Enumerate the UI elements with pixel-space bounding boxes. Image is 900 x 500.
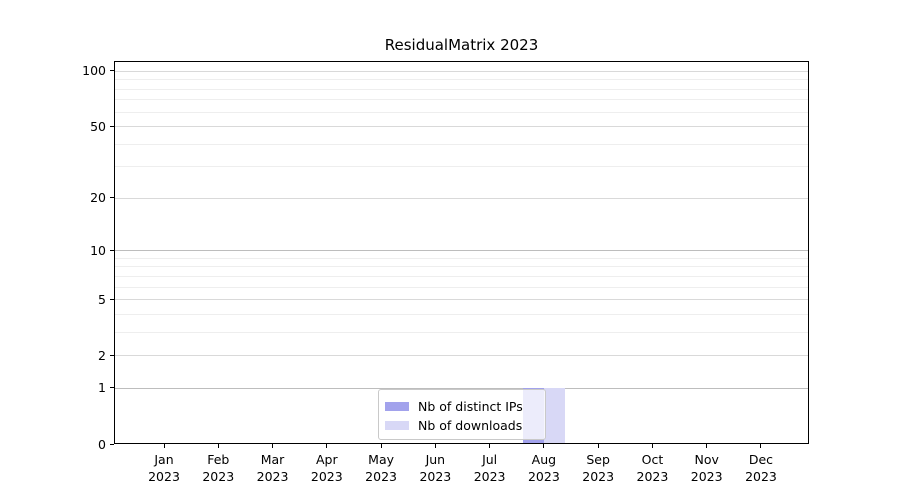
x-tick-month: Aug (531, 452, 557, 467)
gridline-minor (114, 266, 809, 268)
x-tick-label: Nov 2023 (677, 451, 737, 485)
legend-label-distinct-ips: Nb of distinct IPs (418, 398, 523, 414)
x-tick-year: 2023 (365, 469, 397, 484)
gridline-major (114, 299, 809, 301)
legend-swatch-distinct-ips (385, 401, 409, 411)
x-tick-label: Oct 2023 (622, 451, 682, 485)
x-tick-label: Jun 2023 (405, 451, 465, 485)
x-tick-month: Mar (260, 452, 285, 467)
y-tick-mark (110, 70, 114, 72)
x-tick-label: Jan 2023 (134, 451, 194, 485)
x-tick-label: Mar 2023 (243, 451, 303, 485)
gridline-minor (114, 79, 809, 81)
gridline-minor (114, 88, 809, 90)
y-tick-label: 2 (98, 347, 106, 363)
x-tick-mark (706, 444, 708, 448)
y-tick-label: 0 (98, 436, 106, 452)
x-tick-month: Nov (694, 452, 719, 467)
y-tick-mark (110, 387, 114, 389)
x-tick-label: Jul 2023 (460, 451, 520, 485)
gridline-major (114, 250, 809, 252)
y-tick-mark (110, 443, 114, 445)
legend-item-downloads: Nb of downloads (385, 416, 522, 434)
x-tick-year: 2023 (582, 469, 615, 484)
y-tick-mark (110, 197, 114, 199)
x-tick-year: 2023 (310, 469, 343, 484)
x-tick-month: Sep (586, 452, 610, 467)
gridline-major (114, 355, 809, 357)
x-tick-mark (434, 444, 436, 448)
x-tick-mark (272, 444, 274, 448)
x-tick-label: Feb 2023 (188, 451, 248, 485)
x-tick-year: 2023 (745, 469, 777, 484)
x-tick-mark (489, 444, 491, 448)
x-tick-year: 2023 (636, 469, 669, 484)
x-tick-year: 2023 (256, 469, 289, 484)
x-tick-mark (760, 444, 762, 448)
y-tick-label: 50 (90, 118, 106, 134)
x-tick-mark (380, 444, 382, 448)
x-tick-month: Jun (425, 452, 446, 467)
x-tick-year: 2023 (473, 469, 506, 484)
x-tick-month: Jul (482, 452, 498, 467)
x-tick-month: Jan (154, 452, 174, 467)
x-tick-month: May (368, 452, 394, 467)
y-tick-label: 5 (98, 291, 106, 307)
x-tick-mark (597, 444, 599, 448)
gridline-minor (114, 166, 809, 168)
y-tick-label: 10 (90, 242, 106, 258)
bar-downloads (543, 387, 565, 444)
gridline-major (114, 70, 809, 72)
legend-label-downloads: Nb of downloads (418, 417, 523, 433)
y-tick-mark (110, 354, 114, 356)
x-tick-label: Sep 2023 (568, 451, 628, 485)
x-tick-year: 2023 (419, 469, 452, 484)
legend-swatch-downloads (385, 420, 409, 430)
x-tick-year: 2023 (527, 469, 560, 484)
x-tick-year: 2023 (148, 469, 180, 484)
legend-item-distinct-ips: Nb of distinct IPs (385, 397, 523, 415)
x-tick-month: Oct (641, 452, 664, 467)
gridline-minor (114, 331, 809, 333)
chart-title: ResidualMatrix 2023 (384, 36, 539, 54)
x-tick-month: Apr (315, 452, 338, 467)
y-tick-label: 100 (82, 63, 106, 79)
x-tick-mark (217, 444, 219, 448)
y-tick-mark (110, 125, 114, 127)
y-tick-mark (110, 298, 114, 300)
gridline-minor (114, 111, 809, 113)
gridline-minor (114, 286, 809, 288)
x-tick-mark (326, 444, 328, 448)
gridline-minor (114, 313, 809, 315)
x-tick-label: Apr 2023 (297, 451, 357, 485)
plot-area (114, 61, 809, 444)
y-tick-label: 1 (98, 380, 106, 396)
x-tick-year: 2023 (202, 469, 235, 484)
x-tick-month: Dec (748, 452, 774, 467)
gridline-minor (114, 143, 809, 145)
gridline-major (114, 387, 809, 389)
x-tick-mark (651, 444, 653, 448)
gridline-major (114, 197, 809, 199)
gridline-minor (114, 275, 809, 277)
x-tick-mark (543, 444, 545, 448)
x-tick-mark (163, 444, 165, 448)
gridline-minor (114, 257, 809, 259)
x-tick-label: Aug 2023 (514, 451, 574, 485)
x-tick-label: May 2023 (351, 451, 411, 485)
x-tick-month: Feb (207, 452, 230, 467)
x-tick-label: Dec 2023 (731, 451, 791, 485)
y-tick-mark (110, 249, 114, 251)
legend: Nb of distinct IPs Nb of downloads (378, 389, 546, 440)
gridline-minor (114, 99, 809, 101)
gridline-major (114, 126, 809, 128)
y-tick-label: 20 (90, 190, 106, 206)
x-tick-year: 2023 (690, 469, 723, 484)
